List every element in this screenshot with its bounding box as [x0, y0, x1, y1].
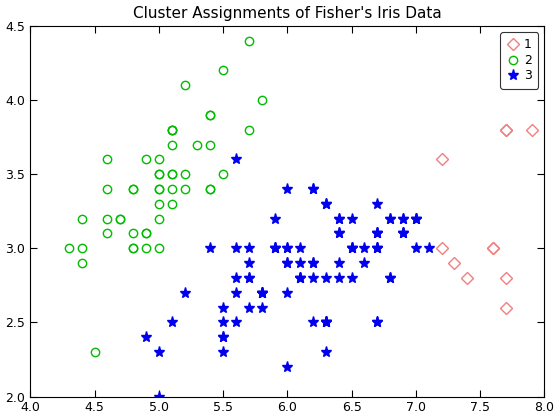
- 1: [528, 127, 535, 132]
- 1: [489, 246, 496, 251]
- 3: [413, 216, 419, 221]
- 2: [130, 186, 137, 192]
- 2: [104, 157, 111, 162]
- 2: [156, 201, 162, 206]
- 2: [169, 127, 175, 132]
- 2: [78, 261, 85, 266]
- 2: [156, 186, 162, 192]
- 3: [374, 246, 381, 251]
- 2: [104, 186, 111, 192]
- 2: [181, 83, 188, 88]
- 2: [207, 112, 213, 117]
- 1: [438, 157, 445, 162]
- Line: 1: 1: [437, 126, 536, 312]
- 2: [207, 112, 213, 117]
- 2: [117, 216, 124, 221]
- 2: [169, 127, 175, 132]
- 1: [502, 127, 509, 132]
- 2: [245, 38, 252, 43]
- 2: [181, 172, 188, 177]
- 2: [143, 157, 150, 162]
- 2: [156, 172, 162, 177]
- 2: [104, 231, 111, 236]
- Line: 2: 2: [65, 37, 266, 356]
- 2: [156, 246, 162, 251]
- 2: [207, 186, 213, 192]
- 3: [387, 216, 394, 221]
- 2: [207, 186, 213, 192]
- 2: [181, 186, 188, 192]
- 2: [258, 97, 265, 102]
- 2: [169, 127, 175, 132]
- 2: [245, 127, 252, 132]
- 1: [502, 305, 509, 310]
- 1: [502, 127, 509, 132]
- 2: [156, 157, 162, 162]
- 2: [156, 186, 162, 192]
- 2: [169, 172, 175, 177]
- 2: [130, 186, 137, 192]
- 2: [117, 216, 124, 221]
- 2: [207, 142, 213, 147]
- 2: [143, 246, 150, 251]
- Title: Cluster Assignments of Fisher's Iris Data: Cluster Assignments of Fisher's Iris Dat…: [133, 5, 442, 21]
- 2: [156, 216, 162, 221]
- Legend: 1, 2, 3: 1, 2, 3: [500, 32, 538, 89]
- 2: [130, 246, 137, 251]
- 2: [220, 68, 226, 73]
- 2: [78, 216, 85, 221]
- 2: [91, 349, 98, 354]
- 2: [194, 142, 200, 147]
- 2: [130, 246, 137, 251]
- 2: [220, 172, 226, 177]
- 2: [143, 231, 150, 236]
- 2: [169, 201, 175, 206]
- 2: [66, 246, 72, 251]
- 3: [374, 231, 381, 236]
- 1: [502, 276, 509, 281]
- Line: 3: 3: [141, 154, 435, 402]
- 1: [489, 246, 496, 251]
- 3: [323, 320, 329, 325]
- 2: [156, 172, 162, 177]
- 1: [438, 246, 445, 251]
- 2: [78, 246, 85, 251]
- 2: [169, 142, 175, 147]
- 1: [464, 276, 471, 281]
- 2: [169, 172, 175, 177]
- 3: [374, 201, 381, 206]
- 3: [232, 157, 239, 162]
- 3: [156, 394, 162, 399]
- 2: [169, 186, 175, 192]
- 2: [104, 216, 111, 221]
- 3: [413, 216, 419, 221]
- 1: [451, 261, 458, 266]
- 2: [143, 231, 150, 236]
- 3: [271, 246, 278, 251]
- 2: [130, 231, 137, 236]
